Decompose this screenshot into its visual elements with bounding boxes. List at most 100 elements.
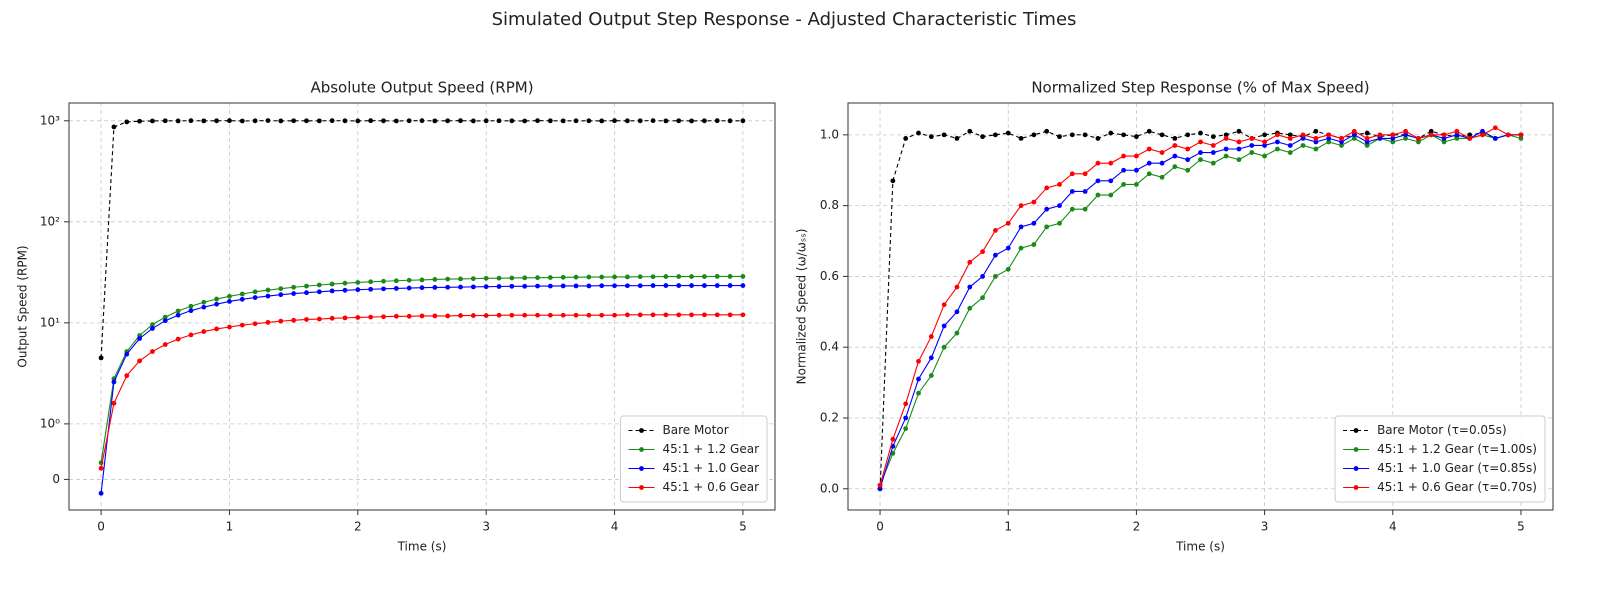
data-point — [509, 312, 515, 318]
data-point — [1300, 143, 1306, 148]
data-point — [954, 330, 960, 336]
legend-marker — [1353, 466, 1359, 471]
data-point — [1441, 135, 1447, 141]
data-point — [702, 274, 707, 279]
data-point — [522, 275, 528, 281]
data-point — [727, 283, 733, 288]
data-point — [419, 285, 425, 291]
data-point — [265, 320, 271, 325]
data-point — [98, 355, 104, 361]
data-point — [304, 283, 309, 289]
data-point — [124, 119, 130, 125]
data-point — [1416, 139, 1421, 145]
y-tick-label: 10³ — [40, 113, 60, 127]
data-point — [175, 312, 181, 318]
data-point — [291, 118, 297, 124]
data-point — [304, 317, 309, 322]
data-point — [573, 312, 579, 318]
data-point — [1185, 167, 1191, 173]
y-axis-label: Output Speed (RPM) — [16, 245, 30, 367]
data-point — [599, 274, 605, 280]
data-point — [150, 326, 155, 331]
data-point — [1518, 135, 1524, 141]
data-point — [1069, 171, 1075, 177]
data-point — [740, 312, 746, 318]
data-point — [599, 283, 605, 289]
data-point — [522, 283, 528, 289]
x-tick-label: 2 — [354, 520, 362, 534]
data-point — [650, 118, 656, 124]
data-point — [1249, 150, 1255, 155]
data-point — [903, 401, 909, 407]
data-point — [496, 284, 502, 289]
data-point — [1210, 134, 1216, 140]
data-point — [1057, 203, 1062, 209]
data-point — [483, 313, 489, 318]
data-point — [637, 118, 643, 124]
data-point — [124, 373, 130, 379]
data-point — [291, 317, 297, 323]
legend-label: Bare Motor (τ=0.05s) — [1377, 423, 1507, 437]
data-point — [470, 276, 476, 282]
data-point — [1134, 153, 1139, 159]
data-point — [612, 312, 617, 318]
data-point — [483, 118, 489, 124]
data-point — [278, 118, 284, 124]
data-point — [291, 291, 297, 296]
data-point — [355, 118, 361, 124]
data-point — [1057, 134, 1062, 140]
data-point — [368, 279, 374, 285]
x-tick-label: 1 — [226, 520, 234, 534]
legend-label: 45:1 + 1.0 Gear — [663, 461, 760, 475]
data-point — [1159, 150, 1165, 155]
data-point — [624, 312, 630, 318]
data-point — [916, 390, 921, 396]
data-point — [393, 278, 399, 284]
data-point — [1441, 139, 1447, 145]
data-point — [137, 336, 143, 341]
data-point — [1172, 135, 1178, 141]
data-point — [175, 118, 181, 124]
data-point — [1454, 132, 1460, 138]
data-point — [1095, 135, 1101, 141]
data-point — [560, 274, 566, 280]
data-point — [252, 118, 258, 124]
y-axis-label: Normalized Speed (ω/ωₛₛ) — [795, 229, 809, 385]
data-point — [419, 118, 425, 124]
plot-frame — [68, 102, 776, 511]
data-point — [496, 118, 502, 124]
y-tick-label: 0.6 — [820, 269, 839, 283]
data-point — [599, 118, 605, 124]
data-point — [1095, 178, 1101, 184]
data-point — [586, 274, 592, 280]
data-point — [509, 275, 515, 281]
data-point — [637, 274, 643, 280]
data-point — [740, 274, 746, 279]
data-point — [432, 313, 438, 319]
subplot-title: Absolute Output Speed (RPM) — [310, 79, 533, 97]
data-point — [954, 309, 960, 315]
data-point — [1454, 135, 1460, 141]
data-point — [278, 318, 284, 324]
legend-label: 45:1 + 1.2 Gear — [663, 442, 760, 456]
data-point — [727, 312, 733, 318]
data-point — [941, 302, 947, 308]
data-point — [355, 280, 361, 285]
data-point — [1044, 224, 1050, 230]
data-point — [1287, 132, 1293, 138]
data-point — [612, 283, 617, 289]
data-point — [214, 118, 220, 124]
data-point — [1428, 132, 1434, 138]
data-point — [586, 312, 592, 318]
data-point — [954, 135, 960, 141]
x-tick-label: 5 — [1517, 520, 1525, 534]
data-point — [201, 118, 207, 124]
data-point — [1159, 132, 1165, 138]
data-point — [1223, 146, 1229, 152]
data-point — [509, 118, 515, 124]
data-point — [393, 286, 399, 291]
legend: Bare Motor (τ=0.05s) 45:1 + 1.2 Gear (τ=1… — [1334, 415, 1546, 503]
data-point — [535, 275, 540, 281]
data-point — [1044, 185, 1050, 191]
data-point — [980, 249, 985, 255]
